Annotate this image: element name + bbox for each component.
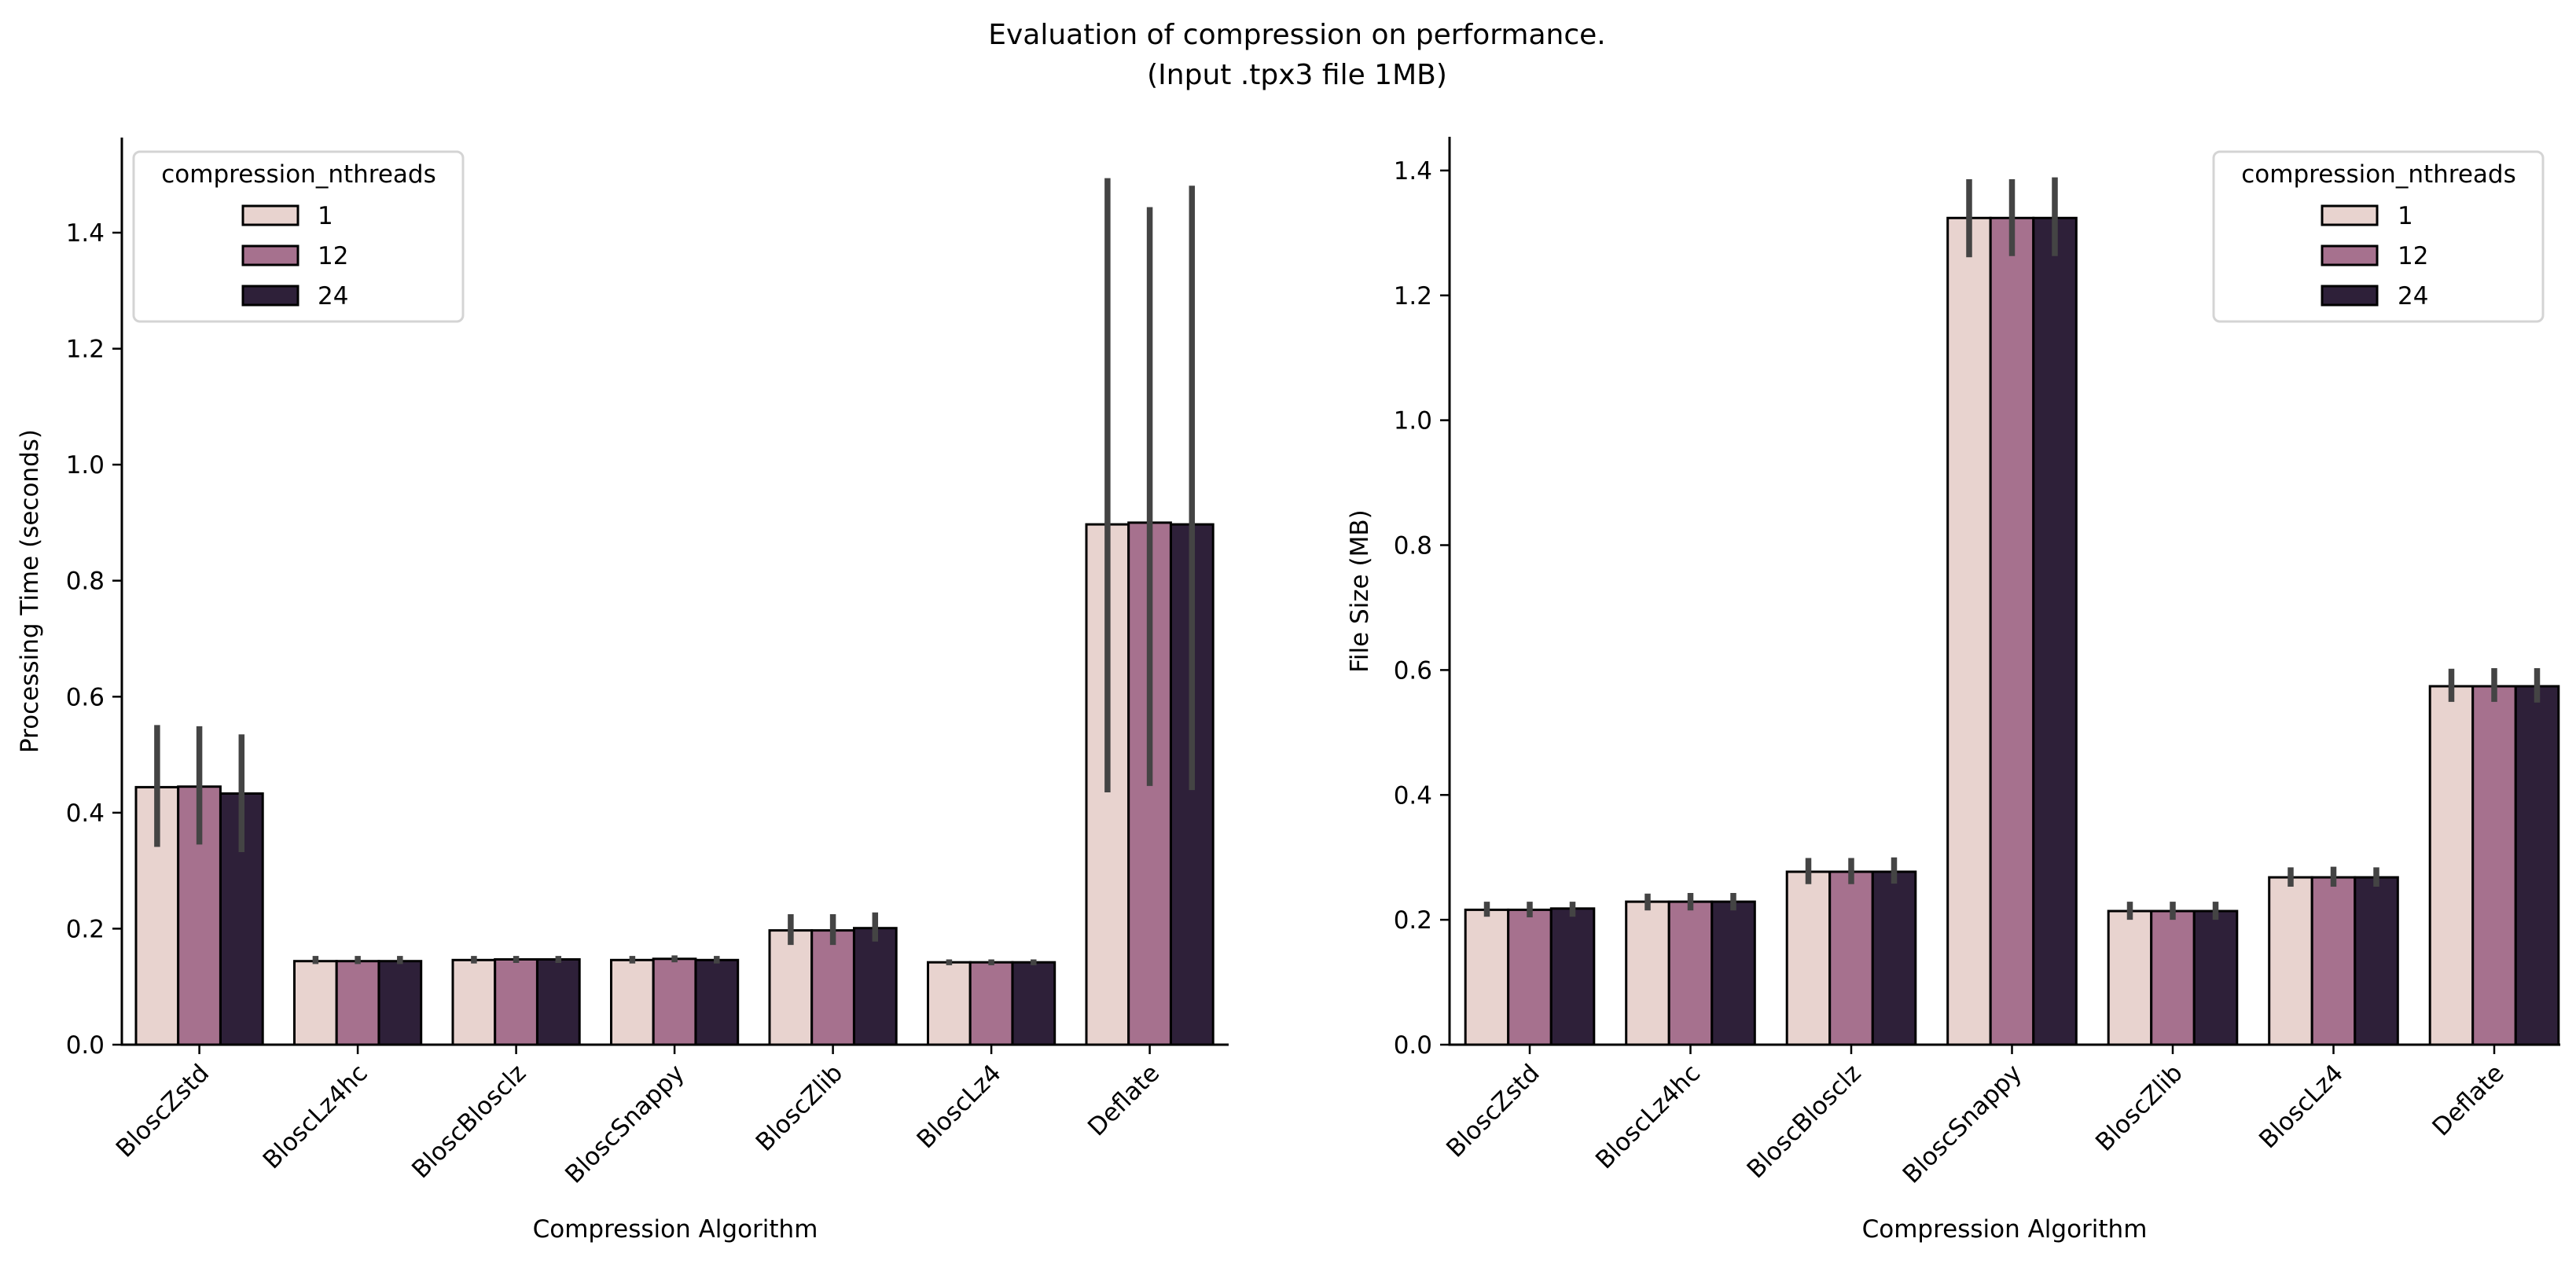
legend-label-24: 24: [318, 282, 348, 310]
bar-BloscLz4-12: [2310, 876, 2357, 1046]
bar-BloscZlib-1: [768, 929, 814, 1046]
bar-BloscZstd-24: [1549, 907, 1596, 1046]
bar-BloscSnappy-24: [2032, 216, 2078, 1046]
bar-BloscZstd-12: [1507, 908, 1553, 1046]
bar-BloscBlosclz-1: [451, 958, 497, 1046]
bar-BloscSnappy-12: [652, 957, 697, 1046]
bar-BloscLz4hc-24: [377, 960, 423, 1046]
bar-BloscBlosclz-24: [536, 958, 581, 1046]
figure-title-line1: Evaluation of compression on performance…: [988, 19, 1606, 51]
processing-time-chart: 0.00.20.40.60.81.01.21.4 BloscZstd BloscL…: [16, 138, 1229, 1244]
bar-Deflate-12: [2471, 685, 2517, 1046]
bar-BloscLz4-24: [2354, 876, 2399, 1046]
y-tick-label: 0.6: [1394, 656, 1432, 685]
y-tick-label: 0.8: [1394, 532, 1432, 560]
y-tick-label: 1.0: [1394, 407, 1432, 435]
bar-BloscBlosclz-24: [1871, 870, 1917, 1046]
legend-label-1: 1: [318, 202, 333, 230]
y-tick-label: 1.2: [1394, 282, 1432, 310]
y-tick-label: 0.6: [66, 683, 105, 711]
y-tick-label: 0.0: [66, 1031, 105, 1060]
file-size-y-ticks: 0.0 0.2 0.4 0.6 0.8 1.0 1.2 1.4: [1394, 157, 1450, 1060]
file-size-legend: compression_nthreads 1 12 24: [2212, 150, 2545, 323]
y-tick-label: 0.4: [1394, 781, 1432, 810]
legend-label-12: 12: [318, 242, 348, 270]
processing-time-error-bars: [154, 178, 1196, 965]
bar-BloscSnappy-12: [1989, 216, 2035, 1046]
bar-BloscLz4hc-12: [335, 960, 380, 1046]
legend-swatch-24: [241, 285, 299, 307]
processing-time-y-ticks: 0.0 0.2 0.4 0.6 0.8 1.0 1.2 1.4: [66, 219, 122, 1060]
bar-BloscLz4-1: [927, 961, 972, 1046]
bar-BloscZlib-1: [2107, 909, 2153, 1046]
bar-BloscLz4hc-1: [1625, 900, 1670, 1046]
processing-time-y-axis-label: Processing Time (seconds): [16, 429, 44, 753]
bar-BloscSnappy-1: [1946, 216, 1992, 1046]
bar-BloscLz4hc-1: [293, 960, 338, 1046]
legend-title: compression_nthreads: [161, 160, 435, 189]
processing-time-legend: compression_nthreads 1 12 24: [132, 150, 465, 323]
bar-Deflate-1: [2428, 685, 2475, 1046]
y-tick-label: 0.4: [66, 799, 105, 828]
bar-BloscLz4hc-24: [1711, 900, 1756, 1046]
bar-BloscZlib-24: [853, 927, 898, 1046]
y-tick-label: 0.0: [1394, 1031, 1432, 1060]
bar-BloscLz4-12: [968, 961, 1014, 1046]
legend-swatch-12: [241, 244, 299, 266]
bar-BloscZlib-24: [2192, 909, 2239, 1046]
file-size-axes: [1448, 137, 2560, 1046]
y-tick-label: 0.2: [66, 915, 105, 943]
legend-label-1: 1: [2398, 202, 2413, 230]
file-size-x-axis-label: Compression Algorithm: [1862, 1215, 2148, 1244]
bar-BloscLz4-1: [2268, 876, 2313, 1046]
y-tick-label: 1.4: [1394, 157, 1432, 186]
bar-BloscBlosclz-12: [494, 958, 538, 1046]
legend-frame: [2212, 150, 2545, 323]
bar-BloscBlosclz-1: [1785, 870, 1832, 1046]
legend-label-24: 24: [2398, 282, 2428, 310]
legend-title: compression_nthreads: [2241, 160, 2515, 189]
y-tick-label: 1.2: [66, 336, 105, 364]
legend-swatch-1: [241, 204, 299, 226]
figure-title-line2: (Input .tpx3 file 1MB): [1147, 59, 1447, 91]
legend-swatch-12: [2321, 244, 2379, 266]
bar-BloscBlosclz-12: [1828, 870, 1874, 1046]
y-tick-label: 1.0: [66, 451, 105, 480]
bar-Deflate-24: [2514, 685, 2560, 1046]
file-size-bars: [1464, 216, 2560, 1046]
file-size-y-axis-label: File Size (MB): [1346, 509, 1374, 672]
legend-swatch-24: [2321, 285, 2379, 307]
file-size-error-bars: [1483, 177, 2541, 920]
y-tick-label: 1.4: [66, 219, 105, 248]
legend-swatch-1: [2321, 204, 2379, 226]
processing-time-x-axis-label: Compression Algorithm: [533, 1215, 818, 1244]
bar-BloscZlib-12: [2150, 909, 2196, 1046]
bar-BloscLz4-24: [1011, 961, 1056, 1046]
processing-time-bars: [134, 521, 1215, 1046]
bar-BloscLz4hc-12: [1667, 900, 1714, 1046]
bar-BloscZstd-1: [1464, 908, 1510, 1046]
y-tick-label: 0.8: [66, 568, 105, 596]
legend-frame: [132, 150, 465, 323]
bar-BloscSnappy-1: [610, 958, 655, 1046]
bar-BloscZlib-12: [810, 929, 855, 1046]
y-tick-label: 0.2: [1394, 906, 1432, 935]
bar-BloscSnappy-24: [694, 958, 740, 1046]
legend-label-12: 12: [2398, 242, 2428, 270]
